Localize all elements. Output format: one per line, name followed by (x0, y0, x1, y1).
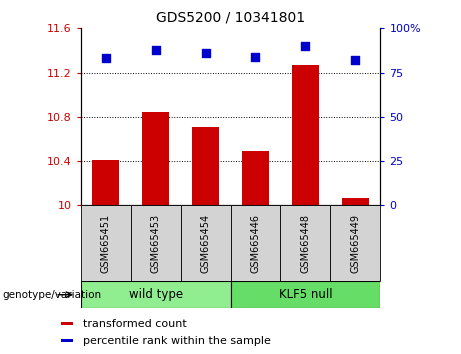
Bar (242, 151, 269, 205)
Title: GDS5200 / 10341801: GDS5200 / 10341801 (156, 10, 305, 24)
Bar (92, 160, 119, 205)
Text: genotype/variation: genotype/variation (2, 290, 101, 300)
Text: GSM665448: GSM665448 (301, 214, 310, 273)
Bar (292, 65, 319, 205)
Point (352, 57, 359, 63)
Text: transformed count: transformed count (83, 319, 187, 329)
Point (102, 56, 109, 61)
Bar (331, 205, 380, 281)
Point (202, 50, 209, 56)
Bar (61, 339, 73, 343)
Bar (342, 198, 369, 205)
Text: percentile rank within the sample: percentile rank within the sample (83, 336, 271, 346)
Bar (280, 205, 331, 281)
Text: wild type: wild type (129, 288, 183, 301)
Bar (130, 205, 181, 281)
Bar (81, 205, 130, 281)
Bar (230, 281, 380, 308)
Text: GSM665446: GSM665446 (250, 214, 260, 273)
Point (252, 54, 259, 59)
Bar (192, 127, 219, 205)
Text: GSM665451: GSM665451 (100, 214, 111, 273)
Point (301, 43, 309, 49)
Bar (81, 281, 230, 308)
Text: GSM665449: GSM665449 (350, 214, 361, 273)
Text: GSM665454: GSM665454 (201, 214, 211, 273)
Bar (230, 205, 280, 281)
Point (152, 47, 160, 52)
Text: KLF5 null: KLF5 null (278, 288, 332, 301)
Bar (61, 322, 73, 325)
Bar (142, 113, 169, 205)
Text: GSM665453: GSM665453 (151, 214, 160, 273)
Bar (181, 205, 230, 281)
